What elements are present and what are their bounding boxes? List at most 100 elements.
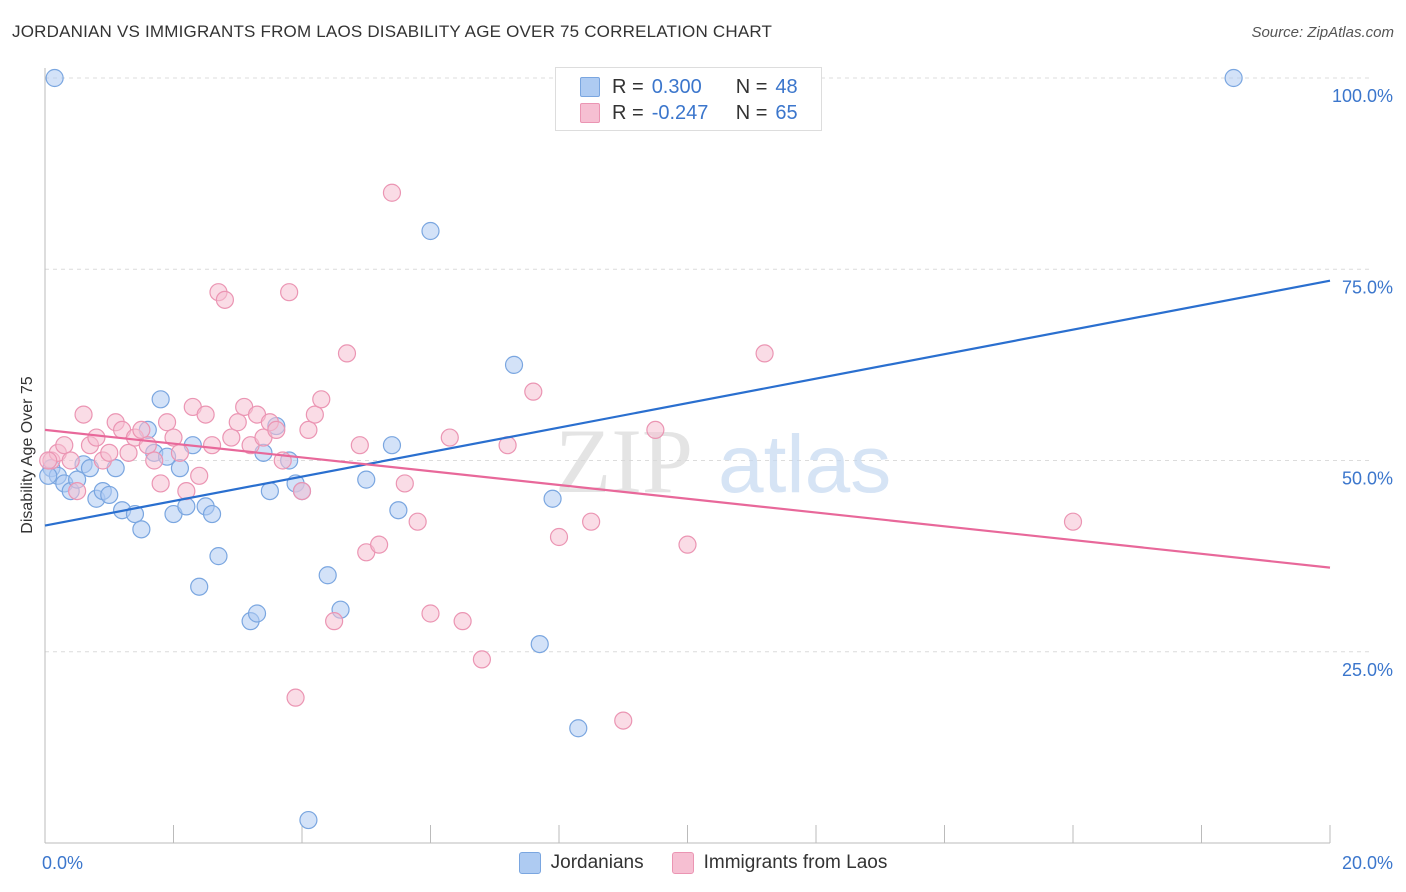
laos-point (408, 512, 427, 531)
laos-point (145, 451, 164, 470)
laos-point (312, 390, 331, 409)
laos-point (292, 482, 312, 501)
laos-point (325, 612, 344, 631)
laos-point (524, 382, 543, 401)
trend-layer (44, 279, 1331, 569)
legend-n-value: 65 (775, 101, 798, 124)
laos-point (228, 413, 247, 432)
jordanian-point (170, 459, 190, 478)
laos-point (299, 420, 318, 439)
laos-point (453, 612, 472, 631)
jordanian-point (100, 485, 119, 505)
jordanian-point (202, 504, 222, 524)
legend-swatch-pink (671, 852, 694, 874)
laos-point (582, 512, 601, 531)
laos-point (549, 527, 569, 547)
jordanian-point (132, 520, 151, 539)
laos-point (87, 428, 106, 447)
laos-point (755, 344, 774, 363)
points-layer (39, 68, 1243, 830)
jordanian-point (39, 466, 58, 485)
chart-title: JORDANIAN VS IMMIGRANTS FROM LAOS DISABI… (12, 22, 773, 41)
laos-point (350, 436, 369, 455)
laos-point (39, 451, 58, 470)
legend-label: Immigrants from Laos (703, 852, 888, 873)
jordanian-point (543, 489, 562, 508)
laos-point (119, 443, 138, 462)
jordanian-point (504, 355, 524, 374)
legend-r-label: R = (612, 75, 644, 98)
laos-point (472, 650, 491, 669)
legend-item-jordanians: Jordanians (518, 852, 644, 874)
y-tick-label: 25.0% (1342, 660, 1393, 680)
x-tick-label: 0.0% (42, 853, 83, 873)
laos-point (196, 405, 215, 424)
laos-point (267, 420, 286, 439)
jordanian-point (318, 566, 337, 585)
laos-point (157, 413, 177, 432)
jordanian-trend-line (44, 279, 1331, 527)
y-axis-label: Disability Age Over 75 (19, 376, 36, 534)
legend-label: Jordanians (550, 852, 644, 873)
laos-point (646, 420, 665, 439)
correlation-legend: R = 0.300 N = 48 R = -0.247 N = 65 (555, 67, 822, 131)
grid-layer (45, 77, 1372, 653)
jordanian-point (1224, 68, 1243, 88)
jordanian-point (209, 547, 228, 566)
laos-trend-line (44, 428, 1331, 569)
laos-point (151, 474, 170, 493)
laos-point (190, 466, 209, 485)
laos-point (100, 443, 119, 462)
watermark-atlas: atlas (718, 419, 891, 510)
x-tick-label: 20.0% (1342, 853, 1393, 873)
watermark-zip: ZIP (555, 410, 693, 512)
jordanian-point (151, 390, 170, 409)
source-label: Source: ZipAtlas.com (1251, 24, 1394, 41)
legend-n-label: N = (735, 75, 768, 98)
jordanian-point (357, 470, 376, 489)
y-tick-label: 100.0% (1332, 86, 1393, 106)
legend-n-label: N = (735, 101, 768, 124)
legend-swatch-blue (518, 852, 541, 874)
legend-n-value: 48 (775, 75, 798, 98)
legend-r-value: 0.300 (651, 75, 702, 98)
laos-point (337, 344, 357, 363)
jordanian-point (247, 604, 267, 623)
jordanian-point (382, 436, 402, 455)
laos-point (286, 688, 305, 707)
jordanian-point (299, 810, 318, 830)
jordanian-point (45, 68, 64, 88)
laos-point (68, 482, 87, 501)
laos-point (370, 535, 389, 554)
jordanian-point (421, 221, 440, 241)
laos-point (678, 535, 697, 554)
laos-point (382, 183, 402, 202)
laos-point (215, 290, 234, 309)
legend-row-jordanians: R = 0.300 N = 48 (580, 74, 798, 100)
jordanian-point (190, 577, 209, 596)
laos-point (305, 405, 324, 424)
y-tick-label: 50.0% (1342, 469, 1393, 489)
laos-point (164, 428, 183, 447)
laos-point (222, 428, 241, 447)
legend-row-laos: R = -0.247 N = 65 (580, 100, 798, 126)
jordanian-point (530, 634, 549, 654)
jordanian-point (389, 501, 408, 520)
laos-point (55, 436, 74, 455)
legend-item-laos: Immigrants from Laos (671, 852, 888, 874)
legend-r-label: R = (612, 101, 644, 124)
laos-point (170, 443, 190, 462)
legend-swatch-pink (580, 103, 600, 123)
laos-point (74, 405, 93, 424)
jordanian-point (569, 719, 588, 738)
laos-point (440, 428, 459, 447)
laos-point (61, 451, 80, 470)
laos-point (202, 436, 222, 455)
tick-label-layer: 25.0% 50.0% 75.0% 100.0% 0.0% 20.0% (42, 86, 1393, 873)
laos-point (1063, 512, 1083, 531)
laos-point (280, 283, 299, 302)
laos-point (421, 604, 440, 623)
jordanian-point (260, 482, 279, 501)
y-tick-label: 75.0% (1342, 277, 1393, 297)
